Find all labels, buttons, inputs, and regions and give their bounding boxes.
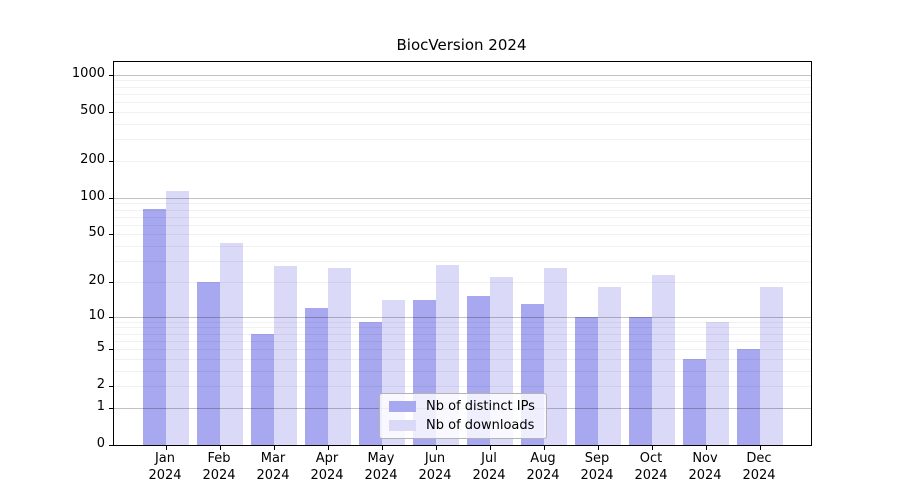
gridline bbox=[114, 224, 811, 226]
bar-ips-oct bbox=[629, 316, 652, 445]
bar-ips-sep bbox=[575, 316, 598, 445]
y-tick-mark bbox=[109, 111, 113, 113]
gridline bbox=[114, 246, 811, 247]
bar-ips-apr bbox=[305, 307, 328, 445]
y-tick-label: 500 bbox=[80, 102, 105, 118]
x-tick-label-jun: Jun 2024 bbox=[418, 451, 452, 483]
gridline bbox=[114, 93, 811, 95]
x-tick-label-mar: Mar 2024 bbox=[256, 451, 290, 483]
x-tick-mark bbox=[597, 446, 599, 450]
x-tick-mark bbox=[489, 446, 491, 450]
gridline bbox=[114, 234, 811, 236]
y-tick-mark bbox=[109, 281, 113, 283]
legend-swatch-ips bbox=[389, 401, 416, 412]
gridline bbox=[114, 74, 811, 76]
x-tick-label-oct: Oct 2024 bbox=[634, 451, 668, 483]
x-tick-mark bbox=[759, 446, 761, 450]
y-tick-mark bbox=[109, 74, 113, 76]
gridline bbox=[114, 123, 811, 125]
y-tick-label: 10 bbox=[88, 307, 105, 323]
y-tick-mark bbox=[109, 349, 113, 350]
legend-label: Nb of downloads bbox=[426, 418, 535, 433]
y-tick-mark bbox=[109, 445, 113, 446]
x-tick-mark bbox=[435, 446, 437, 450]
y-tick-label: 50 bbox=[88, 225, 105, 241]
x-axis-labels: Jan 2024 Feb 2024 Mar 2024 Apr 2024 May 2024… bbox=[113, 450, 810, 490]
gridline bbox=[114, 111, 811, 113]
legend: Nb of distinct IPs Nb of downloads bbox=[379, 393, 547, 439]
y-tick-label: 100 bbox=[80, 188, 105, 204]
bar-ips-feb bbox=[197, 281, 220, 445]
x-tick-mark bbox=[381, 446, 383, 450]
y-tick-label: 20 bbox=[88, 272, 105, 288]
bar-downloads-jan bbox=[166, 191, 189, 445]
gridline bbox=[114, 261, 811, 262]
gridline bbox=[114, 216, 811, 218]
x-tick-mark bbox=[543, 446, 545, 450]
legend-swatch-downloads bbox=[389, 420, 416, 431]
x-tick-label-nov: Nov 2024 bbox=[688, 451, 722, 483]
legend-entry: Nb of downloads bbox=[389, 418, 535, 433]
bar-downloads-nov bbox=[706, 321, 729, 445]
plot-area: Nb of distinct IPs Nb of downloads bbox=[109, 61, 812, 450]
bar-downloads-dec bbox=[760, 287, 783, 445]
x-tick-label-apr: Apr 2024 bbox=[310, 451, 344, 483]
bar-ips-may bbox=[359, 321, 382, 445]
bar-downloads-sep bbox=[598, 287, 621, 445]
x-tick-mark bbox=[705, 446, 707, 450]
legend-entry: Nb of distinct IPs bbox=[389, 399, 535, 414]
gridline bbox=[114, 80, 811, 82]
y-tick-label: 200 bbox=[80, 151, 105, 167]
x-tick-label-jan: Jan 2024 bbox=[148, 451, 182, 483]
gridline bbox=[114, 197, 811, 199]
gridline bbox=[114, 86, 811, 88]
y-tick-label: 0 bbox=[96, 436, 105, 451]
legend-label: Nb of distinct IPs bbox=[426, 399, 535, 414]
x-tick-mark bbox=[165, 446, 167, 450]
y-tick-mark bbox=[109, 407, 113, 409]
x-tick-label-sep: Sep 2024 bbox=[580, 451, 614, 483]
y-axis-labels: 0 1 2 5 10 20 50 100 200 500 1000 bbox=[0, 61, 105, 451]
y-tick-mark bbox=[109, 197, 113, 199]
y-tick-label: 1000 bbox=[71, 65, 105, 81]
x-tick-label-jul: Jul 2024 bbox=[472, 451, 506, 483]
y-tick-mark bbox=[109, 234, 113, 236]
x-tick-label-dec: Dec 2024 bbox=[742, 451, 776, 483]
x-tick-label-aug: Aug 2024 bbox=[526, 451, 560, 483]
y-tick-label: 2 bbox=[96, 377, 105, 393]
y-tick-mark bbox=[109, 386, 113, 388]
bar-ips-mar bbox=[251, 333, 274, 445]
bar-ips-dec bbox=[737, 349, 760, 445]
bar-ips-nov bbox=[683, 358, 706, 445]
chart-title: BiocVersion 2024 bbox=[396, 36, 527, 54]
gridline bbox=[114, 209, 811, 211]
x-tick-label-may: May 2024 bbox=[364, 451, 398, 483]
y-tick-label: 5 bbox=[96, 340, 105, 355]
x-tick-label-feb: Feb 2024 bbox=[202, 451, 236, 483]
bar-downloads-oct bbox=[652, 274, 675, 445]
bar-downloads-aug bbox=[544, 268, 567, 445]
bar-downloads-feb bbox=[220, 243, 243, 445]
gridline bbox=[114, 102, 811, 104]
gridline bbox=[114, 139, 811, 141]
bar-ips-jan bbox=[143, 208, 166, 445]
x-tick-mark bbox=[219, 446, 221, 450]
bar-downloads-apr bbox=[328, 268, 351, 445]
x-tick-mark bbox=[651, 446, 653, 450]
y-tick-mark bbox=[109, 160, 113, 162]
gridline bbox=[114, 160, 811, 162]
bar-downloads-mar bbox=[274, 266, 297, 445]
x-tick-mark bbox=[273, 446, 275, 450]
y-tick-label: 1 bbox=[96, 398, 105, 414]
y-tick-mark bbox=[109, 316, 113, 318]
x-tick-mark bbox=[327, 446, 329, 450]
gridline bbox=[114, 203, 811, 205]
